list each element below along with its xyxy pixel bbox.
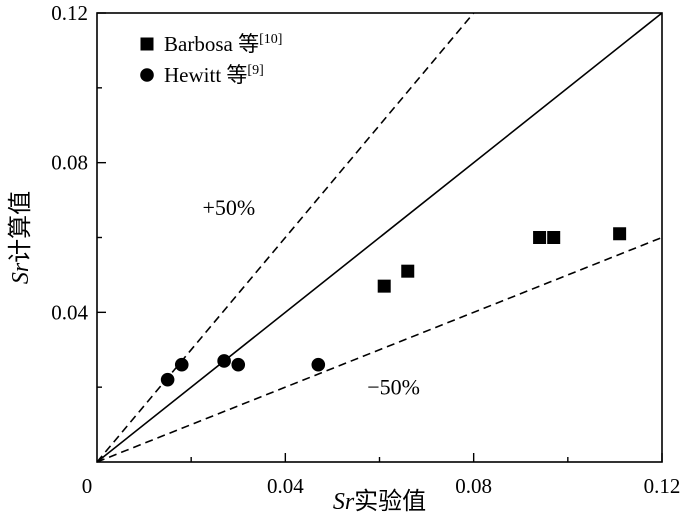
x-tick-label: 0.12 <box>644 474 681 498</box>
legend-label: Hewitt 等[9] <box>164 63 264 87</box>
x-tick-label: 0.04 <box>267 474 304 498</box>
square-marker <box>547 231 561 244</box>
axis-ticks <box>97 12 663 462</box>
series-barbosa <box>377 227 627 293</box>
reference-lines <box>96 12 663 463</box>
annotations: +50% −50% <box>202 195 420 400</box>
circle-marker <box>311 357 326 372</box>
plus-50-label: +50% <box>202 195 255 220</box>
minus-50-line <box>96 236 663 463</box>
y-axis-title: Sr计算值 <box>7 191 34 284</box>
y-tick-label: 0.12 <box>51 1 88 25</box>
circle-marker <box>174 357 189 372</box>
plus-50-line <box>96 12 475 463</box>
x-tick-label: 0.08 <box>455 474 492 498</box>
y-tick-label: 0.04 <box>51 300 88 324</box>
minus-50-label: −50% <box>367 375 420 400</box>
circle-marker <box>231 357 246 372</box>
square-marker <box>613 227 627 241</box>
square-marker <box>401 264 415 278</box>
square-marker <box>533 231 547 244</box>
legend-circle-marker <box>140 68 154 82</box>
legend: Barbosa 等[10] Hewitt 等[9] <box>140 32 282 87</box>
legend-square-marker <box>140 37 154 51</box>
square-marker <box>377 279 391 293</box>
origin-tick-label: 0 <box>82 474 93 498</box>
tick-labels: 0 0.04 0.08 0.12 0.04 0.08 0.12 <box>51 1 680 498</box>
legend-label: Barbosa 等[10] <box>164 32 282 56</box>
data-series <box>160 227 627 387</box>
parity-line <box>96 12 663 463</box>
y-tick-label: 0.08 <box>51 151 88 175</box>
series-hewitt <box>160 354 326 387</box>
circle-marker <box>160 372 175 387</box>
x-axis-title: Sr实验值 <box>333 488 426 515</box>
circle-marker <box>217 354 231 368</box>
